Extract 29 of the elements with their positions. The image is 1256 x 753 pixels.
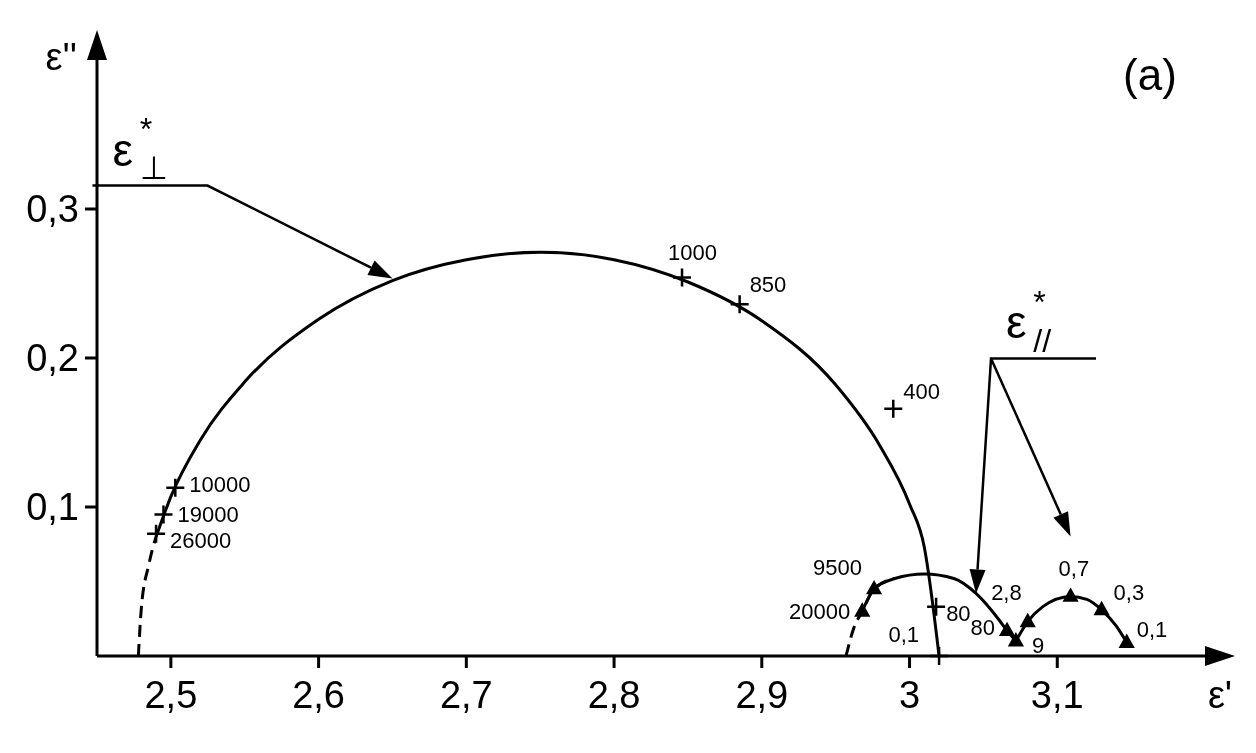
y-tick-label: 0,2 [26, 337, 79, 380]
x-tick-label: 3,1 [1030, 674, 1084, 716]
annotation: 0,7 [1058, 556, 1090, 582]
annotation: 26000 [170, 527, 232, 553]
annotation: 80 [946, 600, 971, 626]
annotation: 19000 [177, 502, 239, 528]
annotation: 1000 [668, 239, 717, 265]
annotation: 850 [749, 272, 787, 298]
chart-title: (a) [1123, 50, 1177, 99]
x-tick-label: 2,8 [587, 674, 641, 716]
x-axis-title: ε' [1207, 674, 1233, 716]
y-tick-label: 0,1 [26, 486, 79, 529]
annotation: 0,1 [1136, 616, 1168, 642]
x-tick-label: 2,7 [439, 674, 493, 716]
annotation: 0,3 [1113, 579, 1145, 605]
x-tick-label: 2,6 [292, 674, 346, 716]
annotation: 80 [970, 614, 996, 640]
annotation: 400 [903, 378, 940, 404]
annotation: 20000 [789, 599, 851, 625]
y-axis-title: ε'' [45, 36, 77, 78]
annotation: 9 [1031, 633, 1045, 659]
annotation: 10000 [189, 471, 251, 497]
annotation: 2,8 [991, 579, 1022, 605]
x-tick-label: 2,5 [144, 674, 198, 716]
annotation: 9500 [813, 554, 863, 580]
y-tick-label: 0,3 [26, 188, 79, 231]
annotation: 0,1 [888, 622, 920, 647]
x-tick-label: 2,9 [735, 674, 789, 716]
x-tick-label: 3 [898, 674, 921, 716]
